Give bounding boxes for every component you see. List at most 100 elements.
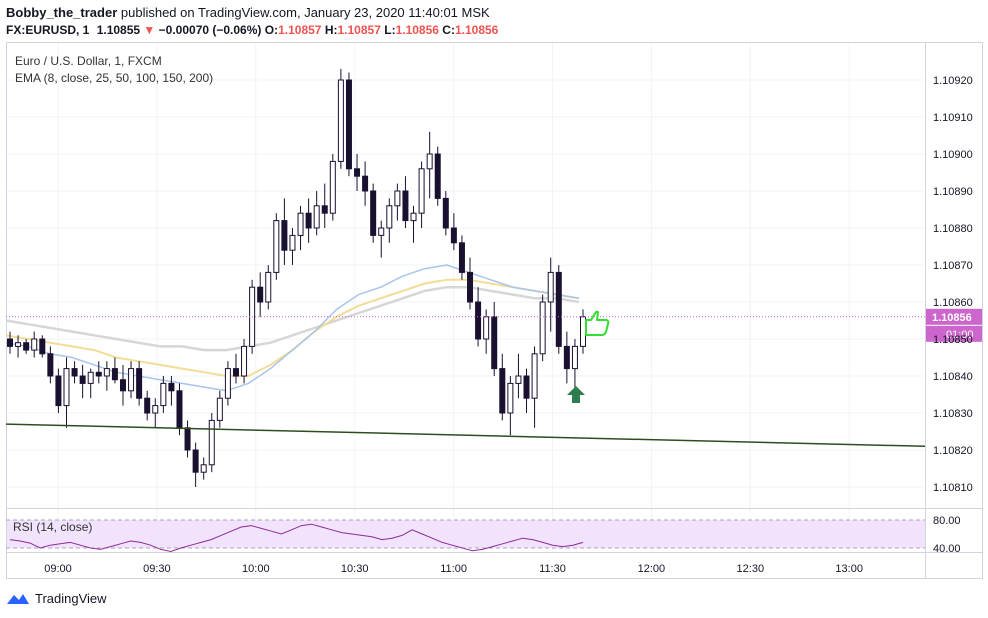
candle	[507, 376, 514, 436]
candle-body	[491, 316, 498, 370]
high-value: 1.10857	[337, 23, 381, 37]
candle	[265, 265, 272, 310]
candle-body	[580, 316, 586, 347]
price-tick-label: 1.10840	[933, 371, 973, 383]
candle	[515, 353, 522, 399]
candle-body	[378, 227, 385, 236]
candle-body	[184, 427, 191, 451]
candle-body	[483, 316, 490, 340]
candle-body	[87, 371, 94, 384]
candle-body	[152, 405, 159, 414]
candle	[580, 309, 586, 354]
candle-body	[458, 242, 465, 273]
candle	[531, 346, 538, 428]
time-tick-label: 11:00	[440, 563, 467, 575]
candle	[289, 228, 296, 265]
candle-body	[200, 464, 207, 473]
time-tick-label: 09:30	[143, 563, 171, 575]
footer-brand[interactable]: TradingView	[6, 591, 107, 606]
candle	[313, 191, 320, 236]
candle	[7, 331, 13, 354]
ema-line-gray	[5, 285, 580, 352]
candle-body	[15, 342, 22, 347]
candle-body	[273, 220, 280, 273]
author-name[interactable]: Bobby_the_trader	[6, 5, 118, 20]
candle-body	[31, 338, 38, 351]
candle-body	[450, 227, 457, 244]
candle-body	[257, 286, 264, 303]
rsi-legend: RSI (14, close)	[13, 520, 93, 534]
candle-body	[305, 212, 312, 229]
candle-body	[345, 79, 352, 170]
candle	[168, 376, 175, 406]
candle	[491, 302, 498, 376]
symbol-label: FX:EURUSD, 1	[6, 23, 90, 37]
price-tick-label: 1.10870	[933, 260, 973, 272]
time-tick-label: 12:00	[638, 563, 666, 575]
candle-body	[95, 371, 102, 377]
candle-body	[144, 397, 151, 414]
candle	[152, 398, 159, 428]
close-value: 1.10856	[454, 23, 499, 37]
candle-body	[426, 153, 433, 170]
rsi-line	[9, 523, 584, 553]
candle	[71, 361, 78, 384]
open-value: 1.10857	[278, 23, 322, 37]
candle-body	[434, 153, 441, 199]
candle-body	[507, 382, 514, 414]
candle	[87, 368, 94, 399]
candle-body	[265, 271, 272, 303]
candle-body	[176, 390, 183, 429]
candle-body	[136, 368, 143, 399]
candle	[31, 331, 38, 358]
candle-body	[329, 160, 336, 214]
candle-body	[410, 212, 417, 222]
candle	[539, 294, 546, 362]
ema-line-blue	[5, 264, 580, 392]
candle	[192, 442, 199, 487]
candle-body	[563, 345, 570, 370]
candle-body	[354, 168, 361, 177]
time-tick-label: 11:30	[539, 563, 566, 575]
candle	[232, 353, 239, 384]
change-text: −0.00070 (−0.06%)	[158, 23, 262, 37]
candles	[7, 68, 586, 487]
candle	[450, 213, 457, 251]
price-axis: 1.10920 1.10910 1.10900 1.10890 1.10880 1.108…	[933, 75, 973, 494]
candle	[257, 272, 264, 317]
candle	[63, 357, 70, 428]
candle-body	[418, 168, 425, 214]
candle-body	[531, 353, 538, 399]
price-tick-label: 1.10890	[933, 186, 973, 198]
up-arrow-icon	[567, 386, 585, 403]
price-tag: 1.10856	[932, 312, 972, 324]
candle-body	[168, 382, 175, 392]
candle-body	[386, 205, 393, 229]
candle-body	[241, 345, 248, 377]
countdown-tag-box	[926, 325, 982, 342]
ema-lines	[5, 264, 580, 392]
grid	[6, 43, 925, 552]
candle-body	[23, 342, 30, 351]
candle	[47, 346, 54, 384]
time-tick-label: 10:00	[242, 563, 270, 575]
candle-body	[321, 205, 328, 214]
candle	[136, 361, 143, 406]
price-tick-label: 1.10810	[933, 482, 973, 494]
candle-body	[160, 382, 167, 407]
candle	[378, 220, 385, 258]
candle-body	[370, 190, 377, 236]
candle	[475, 287, 482, 347]
candle	[386, 198, 393, 243]
rsi-tick-label: 80.00	[933, 515, 961, 527]
countdown-tag: 01:00	[946, 329, 974, 341]
price-tick-label: 1.10820	[933, 445, 973, 457]
candle-body	[79, 375, 86, 384]
candle-body	[402, 190, 409, 222]
candle	[410, 205, 417, 243]
candle-body	[394, 190, 401, 207]
tradingview-logo-icon	[7, 593, 29, 604]
price-tick-label: 1.10860	[933, 297, 973, 309]
candle	[297, 205, 304, 251]
